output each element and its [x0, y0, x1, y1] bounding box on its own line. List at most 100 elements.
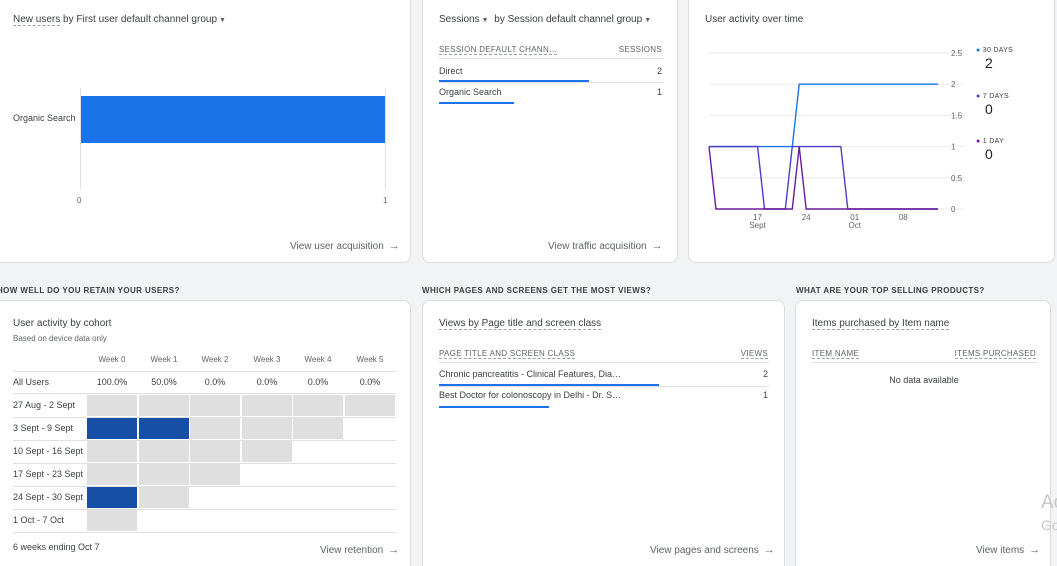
- new-users-card: New users by First user default channel …: [0, 0, 411, 263]
- products-section-title: WHAT ARE YOUR TOP SELLING PRODUCTS?: [796, 286, 985, 295]
- sessions-metric[interactable]: Sessions: [439, 14, 480, 25]
- view-retention-link[interactable]: View retention →: [320, 544, 399, 556]
- organic-search-bar[interactable]: [80, 96, 386, 143]
- sessions-row-bar: [439, 102, 514, 104]
- cohort-cell[interactable]: [87, 441, 137, 462]
- pages-row-bar: [439, 406, 549, 408]
- legend-label: 7 DAYS: [982, 93, 1009, 100]
- all-users-value: 0.0%: [256, 377, 278, 387]
- cohort-cell[interactable]: [87, 464, 137, 485]
- chart-series: [708, 83, 938, 210]
- view-pages-label[interactable]: View pages and screens: [650, 544, 759, 556]
- series-line-1-day[interactable]: [708, 146, 938, 210]
- cohort-cell[interactable]: [87, 395, 137, 416]
- sessions-title[interactable]: Sessions ▼ by Session default channel gro…: [439, 14, 651, 25]
- arrow-right-icon[interactable]: →: [388, 240, 400, 252]
- all-users-value: 0.0%: [307, 377, 329, 387]
- view-items-link[interactable]: View items →: [976, 544, 1040, 556]
- sessions-dimension[interactable]: by Session default channel group: [494, 14, 643, 25]
- cohort-cell[interactable]: [190, 418, 240, 439]
- pages-row-value: 1: [762, 390, 768, 400]
- cohort-label: 3 Sept - 9 Sept: [13, 423, 74, 433]
- y-tick-label: 0: [951, 205, 956, 214]
- chevron-down-icon[interactable]: ▼: [644, 17, 652, 24]
- x-tick-1: 1: [383, 196, 388, 205]
- pages-value-header[interactable]: VIEWS: [740, 349, 768, 359]
- retention-footer: 6 weeks ending Oct 7: [13, 542, 100, 552]
- cohort-cell[interactable]: [139, 418, 189, 439]
- arrow-right-icon[interactable]: →: [763, 544, 775, 556]
- view-retention-label[interactable]: View retention: [320, 544, 384, 556]
- view-user-acquisition-link[interactable]: View user acquisition →: [290, 240, 400, 252]
- cohort-cell[interactable]: [345, 395, 395, 416]
- empty-state-text: No data available: [889, 375, 959, 385]
- view-traffic-acquisition-label[interactable]: View traffic acquisition: [548, 240, 647, 252]
- user-activity-card: User activity over time 2.5 2 1.5 1 0.5 0 17 S…: [688, 0, 1055, 263]
- cohort-label: 17 Sept - 23 Sept: [13, 469, 84, 479]
- cohort-cell[interactable]: [87, 487, 137, 508]
- new-users-metric[interactable]: New users: [13, 14, 61, 26]
- legend-dot-icon: ●: [976, 47, 981, 54]
- cohort-cell[interactable]: [242, 418, 292, 439]
- legend-item-7-days[interactable]: ● 7 DAYS 0: [976, 93, 1013, 138]
- x-tick-label: 01: [850, 213, 859, 222]
- x-tick-label: 24: [802, 213, 811, 222]
- legend-label: 30 DAYS: [982, 47, 1014, 54]
- cohort-cell[interactable]: [190, 464, 240, 485]
- sessions-row-name[interactable]: Direct: [439, 66, 463, 76]
- view-items-label[interactable]: View items: [976, 544, 1025, 556]
- sessions-value-header[interactable]: SESSIONS: [618, 45, 662, 54]
- cohort-cell[interactable]: [139, 441, 189, 462]
- cohort-cell[interactable]: [139, 464, 189, 485]
- retention-section-title: HOW WELL DO YOU RETAIN YOUR USERS?: [0, 286, 180, 295]
- pages-title[interactable]: Views by Page title and screen class: [439, 318, 602, 330]
- arrow-right-icon[interactable]: →: [388, 544, 400, 556]
- x-axis-line-end: [385, 88, 386, 190]
- header-divider: [812, 362, 1037, 363]
- sessions-row-name[interactable]: Organic Search: [439, 87, 502, 97]
- legend-dot-icon: ●: [976, 93, 981, 100]
- cohort-cell[interactable]: [87, 418, 137, 439]
- legend-item-30-days[interactable]: ● 30 DAYS 2: [976, 47, 1013, 93]
- legend-item-1-day[interactable]: ● 1 DAY 0: [976, 138, 1013, 162]
- new-users-dimension[interactable]: by First user default channel group: [60, 14, 218, 25]
- chevron-down-icon[interactable]: ▼: [481, 17, 489, 24]
- legend-value: 0: [985, 101, 993, 117]
- cohort-cell[interactable]: [139, 395, 189, 416]
- sessions-col-header[interactable]: SESSION DEFAULT CHANN…: [439, 45, 558, 55]
- sessions-row-value: 2: [656, 66, 662, 76]
- x-tick-label: 17: [753, 213, 762, 222]
- products-col-header[interactable]: ITEM NAME: [812, 349, 860, 359]
- y-tick-label: 2: [951, 80, 956, 89]
- view-traffic-acquisition-link[interactable]: View traffic acquisition →: [548, 240, 663, 252]
- cohort-cell[interactable]: [190, 395, 240, 416]
- cohort-cell[interactable]: [242, 441, 292, 462]
- header-divider: [439, 58, 663, 59]
- pages-card: Views by Page title and screen class PAG…: [422, 300, 785, 566]
- products-title[interactable]: Items purchased by Item name: [812, 318, 950, 330]
- new-users-title[interactable]: New users by First user default channel …: [13, 14, 226, 26]
- all-users-value: 0.0%: [359, 377, 381, 387]
- week-header: Week 2: [201, 355, 229, 364]
- legend-dot-icon: ●: [976, 138, 981, 145]
- pages-row-name[interactable]: Best Doctor for colonoscopy in Delhi - D…: [439, 390, 622, 400]
- arrow-right-icon[interactable]: →: [1029, 544, 1041, 556]
- pages-row-value: 2: [762, 369, 768, 379]
- view-pages-link[interactable]: View pages and screens →: [650, 544, 775, 556]
- cohort-cell[interactable]: [190, 441, 240, 462]
- pages-col-header[interactable]: PAGE TITLE AND SCREEN CLASS: [439, 349, 576, 359]
- cohort-cell[interactable]: [242, 395, 292, 416]
- legend-value: 0: [985, 146, 993, 162]
- pages-row-name[interactable]: Chronic pancreatitis - Clinical Features…: [439, 369, 622, 379]
- view-user-acquisition-label[interactable]: View user acquisition: [290, 240, 384, 252]
- chevron-down-icon[interactable]: ▼: [219, 17, 226, 24]
- cohort-cell[interactable]: [293, 395, 343, 416]
- cohort-cell[interactable]: [87, 510, 137, 531]
- arrow-right-icon[interactable]: →: [651, 240, 663, 252]
- cohort-cell[interactable]: [139, 487, 189, 508]
- cohort-label: 1 Oct - 7 Oct: [13, 515, 65, 525]
- products-value-header[interactable]: ITEMS PURCHASED: [954, 349, 1036, 359]
- cohort-cell[interactable]: [293, 418, 343, 439]
- y-tick-label: 1: [951, 143, 956, 152]
